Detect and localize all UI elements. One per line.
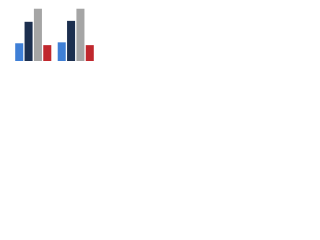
bar	[76, 8, 85, 61]
bar	[24, 21, 33, 61]
bar	[57, 42, 66, 61]
chart	[0, 0, 100, 71]
bar	[33, 8, 42, 61]
bar	[15, 43, 24, 61]
bar	[43, 45, 52, 61]
bar	[85, 45, 94, 61]
bar	[67, 20, 76, 61]
